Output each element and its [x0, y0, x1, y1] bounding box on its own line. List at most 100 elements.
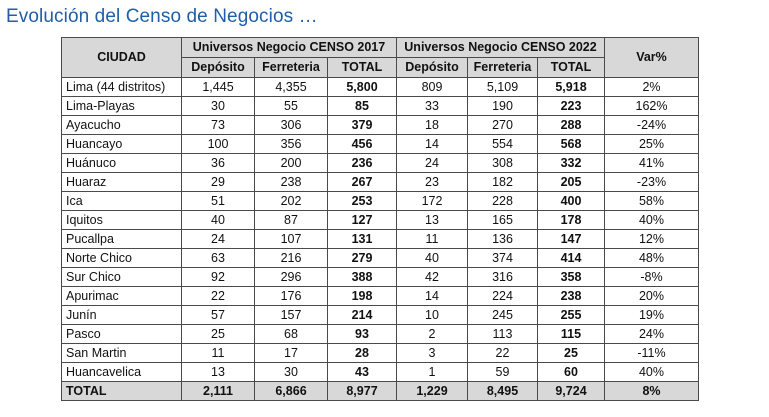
cell-total-2017: 5,800 [327, 77, 397, 97]
cell-deposito-2017: 57 [181, 305, 255, 325]
header-total-2022: TOTAL [537, 57, 605, 78]
census-table: CIUDAD Universos Negocio CENSO 2017 Univ… [61, 37, 699, 401]
cell-deposito-2017: 63 [181, 248, 255, 268]
cell-ferreteria-2017: 356 [254, 134, 328, 154]
cell-ferreteria-2017: 55 [254, 96, 328, 116]
cell-var: -11% [604, 343, 699, 363]
total-ferreteria-2017: 6,866 [254, 381, 328, 401]
cell-ferreteria-2022: 165 [467, 210, 538, 230]
cell-ferreteria-2017: 216 [254, 248, 328, 268]
cell-var: 12% [604, 229, 699, 249]
cell-deposito-2017: 29 [181, 172, 255, 192]
cell-ferreteria-2022: 228 [467, 191, 538, 211]
cell-total-2017: 85 [327, 96, 397, 116]
total-ferreteria-2022: 8,495 [467, 381, 538, 401]
cell-ferreteria-2022: 374 [467, 248, 538, 268]
cell-deposito-2022: 1 [396, 362, 468, 382]
cell-var: 48% [604, 248, 699, 268]
cell-var: -8% [604, 267, 699, 287]
cell-ciudad: Huancayo [61, 134, 182, 154]
total-row: TOTAL 2,111 6,866 8,977 1,229 8,495 9,72… [61, 381, 699, 401]
header-var: Var% [604, 37, 699, 78]
table-row: Ica 51 202 253 172 228 400 58% [61, 191, 699, 211]
cell-deposito-2017: 1,445 [181, 77, 255, 97]
cell-total-2022: 205 [537, 172, 605, 192]
cell-deposito-2017: 13 [181, 362, 255, 382]
cell-ferreteria-2022: 5,109 [467, 77, 538, 97]
cell-deposito-2022: 11 [396, 229, 468, 249]
cell-ciudad: Huaraz [61, 172, 182, 192]
table-header: CIUDAD Universos Negocio CENSO 2017 Univ… [61, 37, 699, 78]
cell-deposito-2017: 100 [181, 134, 255, 154]
table-row: Ayacucho 73 306 379 18 270 288 -24% [61, 115, 699, 135]
cell-ciudad: Ica [61, 191, 182, 211]
cell-ferreteria-2017: 68 [254, 324, 328, 344]
cell-deposito-2022: 13 [396, 210, 468, 230]
cell-ferreteria-2022: 22 [467, 343, 538, 363]
cell-var: 2% [604, 77, 699, 97]
table-row: Pucallpa 24 107 131 11 136 147 12% [61, 229, 699, 249]
page-title: Evolución del Censo de Negocios … [6, 6, 318, 27]
table-row: Lima (44 distritos) 1,445 4,355 5,800 809 5,1… [61, 77, 699, 97]
cell-var: -23% [604, 172, 699, 192]
cell-total-2022: 358 [537, 267, 605, 287]
total-label: TOTAL [61, 381, 182, 401]
cell-total-2022: 5,918 [537, 77, 605, 97]
cell-ferreteria-2022: 245 [467, 305, 538, 325]
cell-total-2022: 223 [537, 96, 605, 116]
cell-total-2017: 28 [327, 343, 397, 363]
table-row: Norte Chico 63 216 279 40 374 414 48% [61, 248, 699, 268]
cell-ferreteria-2017: 200 [254, 153, 328, 173]
cell-ferreteria-2017: 296 [254, 267, 328, 287]
cell-ferreteria-2017: 238 [254, 172, 328, 192]
table-row: Apurimac 22 176 198 14 224 238 20% [61, 286, 699, 306]
cell-ferreteria-2022: 316 [467, 267, 538, 287]
cell-ciudad: Iquitos [61, 210, 182, 230]
cell-ferreteria-2017: 306 [254, 115, 328, 135]
cell-ciudad: Sur Chico [61, 267, 182, 287]
cell-var: 20% [604, 286, 699, 306]
cell-ciudad: Huancavelica [61, 362, 182, 382]
header-ferreteria-2017: Ferreteria [254, 57, 328, 78]
total-deposito-2022: 1,229 [396, 381, 468, 401]
cell-ciudad: Pucallpa [61, 229, 182, 249]
cell-deposito-2022: 18 [396, 115, 468, 135]
cell-deposito-2022: 14 [396, 286, 468, 306]
cell-ferreteria-2022: 270 [467, 115, 538, 135]
cell-total-2017: 279 [327, 248, 397, 268]
cell-ciudad: Lima (44 distritos) [61, 77, 182, 97]
header-total-2017: TOTAL [327, 57, 397, 78]
cell-ciudad: Pasco [61, 324, 182, 344]
cell-total-2022: 25 [537, 343, 605, 363]
cell-total-2022: 115 [537, 324, 605, 344]
cell-total-2022: 238 [537, 286, 605, 306]
cell-deposito-2022: 10 [396, 305, 468, 325]
cell-var: 24% [604, 324, 699, 344]
table-row: Junín 57 157 214 10 245 255 19% [61, 305, 699, 325]
cell-ferreteria-2017: 87 [254, 210, 328, 230]
cell-total-2017: 236 [327, 153, 397, 173]
cell-ferreteria-2017: 17 [254, 343, 328, 363]
table-row: Huaraz 29 238 267 23 182 205 -23% [61, 172, 699, 192]
cell-var: 40% [604, 362, 699, 382]
table-row: Huancavelica 13 30 43 1 59 60 40% [61, 362, 699, 382]
cell-deposito-2022: 3 [396, 343, 468, 363]
cell-total-2017: 127 [327, 210, 397, 230]
cell-deposito-2017: 73 [181, 115, 255, 135]
cell-ferreteria-2017: 30 [254, 362, 328, 382]
table-row: Sur Chico 92 296 388 42 316 358 -8% [61, 267, 699, 287]
cell-var: 41% [604, 153, 699, 173]
cell-ferreteria-2022: 224 [467, 286, 538, 306]
cell-deposito-2022: 42 [396, 267, 468, 287]
cell-var: 40% [604, 210, 699, 230]
cell-total-2017: 198 [327, 286, 397, 306]
cell-ciudad: Ayacucho [61, 115, 182, 135]
cell-ferreteria-2022: 190 [467, 96, 538, 116]
cell-total-2017: 388 [327, 267, 397, 287]
cell-deposito-2022: 172 [396, 191, 468, 211]
cell-deposito-2022: 809 [396, 77, 468, 97]
cell-deposito-2022: 23 [396, 172, 468, 192]
total-deposito-2017: 2,111 [181, 381, 255, 401]
cell-total-2017: 253 [327, 191, 397, 211]
cell-deposito-2017: 25 [181, 324, 255, 344]
